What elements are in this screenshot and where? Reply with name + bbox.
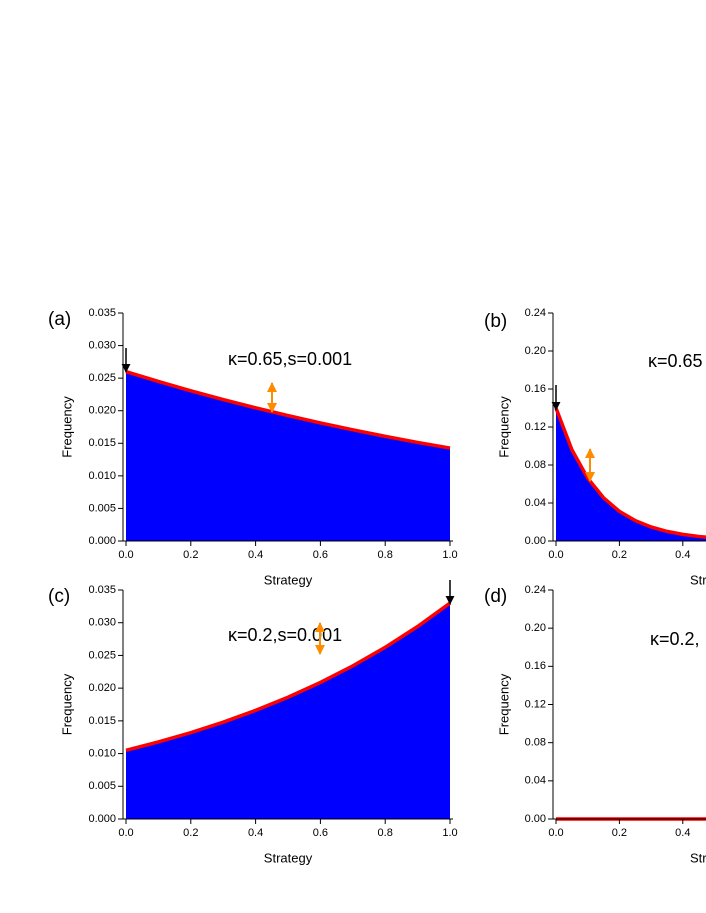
y-tick-label: 0.12: [525, 698, 546, 710]
x-tick-label: 0.6: [313, 549, 328, 561]
line: [125, 369, 451, 450]
x-tick-label: 0.0: [548, 827, 563, 839]
area: [556, 408, 706, 541]
x-tick-label: 0.6: [313, 827, 328, 839]
y-axis-title: Frequency: [59, 673, 74, 735]
y-tick-label: 0.20: [525, 622, 546, 634]
y-tick-label: 0.035: [88, 584, 116, 596]
panel-label: (a): [48, 309, 71, 330]
y-tick-label: 0.020: [88, 405, 116, 417]
x-axis-title: Str: [690, 850, 706, 865]
x-tick-label: 0.2: [183, 549, 198, 561]
area: [126, 371, 450, 541]
y-tick-label: 0.005: [88, 502, 116, 514]
x-tick-label: 0.4: [675, 827, 690, 839]
y-tick-label: 0.025: [88, 372, 116, 384]
y-tick-label: 0.020: [88, 682, 116, 694]
y-tick-label: 0.000: [88, 535, 116, 547]
x-tick-label: 0.0: [118, 549, 133, 561]
y-tick-label: 0.24: [525, 307, 546, 319]
y-tick-label: 0.010: [88, 747, 116, 759]
y-tick-label: 0.010: [88, 470, 116, 482]
x-tick-label: 0.4: [675, 549, 690, 561]
y-tick-label: 0.030: [88, 617, 116, 629]
y-tick-label: 0.16: [525, 660, 546, 672]
y-tick-label: 0.015: [88, 437, 116, 449]
annotation: κ=0.65,s=0.001: [228, 349, 352, 369]
y-tick-label: 0.20: [525, 345, 546, 357]
panel-label: (d): [484, 586, 507, 607]
y-axis-title: Frequency: [59, 396, 74, 458]
line: [125, 601, 452, 752]
annotation: κ=0.2,: [650, 629, 700, 649]
y-tick-label: 0.08: [525, 459, 546, 471]
x-tick-label: 0.8: [378, 827, 393, 839]
x-tick-label: 0.0: [118, 827, 133, 839]
x-axis-title: Strategy: [264, 850, 313, 865]
y-tick-label: 0.16: [525, 383, 546, 395]
line: [554, 407, 706, 539]
x-tick-label: 0.2: [183, 827, 198, 839]
y-tick-label: 0.030: [88, 339, 116, 351]
y-tick-label: 0.005: [88, 780, 116, 792]
x-axis-title: Str: [690, 572, 706, 587]
y-tick-label: 0.24: [525, 584, 546, 596]
x-tick-label: 1.0: [442, 549, 457, 561]
y-tick-label: 0.015: [88, 715, 116, 727]
y-tick-label: 0.04: [525, 775, 546, 787]
x-tick-label: 0.0: [548, 549, 563, 561]
x-axis-title: Strategy: [264, 572, 313, 587]
panel-label: (b): [484, 311, 507, 332]
x-tick-label: 0.2: [612, 827, 627, 839]
x-tick-label: 1.0: [442, 827, 457, 839]
y-tick-label: 0.04: [525, 497, 546, 509]
y-tick-label: 0.025: [88, 649, 116, 661]
y-axis-title: Frequency: [496, 673, 511, 735]
annotation: κ=0.65: [648, 351, 703, 371]
x-tick-label: 0.8: [378, 549, 393, 561]
y-tick-label: 0.00: [525, 813, 546, 825]
panel-label: (c): [48, 586, 70, 607]
y-tick-label: 0.12: [525, 421, 546, 433]
y-tick-label: 0.08: [525, 737, 546, 749]
y-tick-label: 0.035: [88, 307, 116, 319]
y-tick-label: 0.000: [88, 813, 116, 825]
y-tick-label: 0.00: [525, 535, 546, 547]
annotation: κ=0.2,s=0.001: [228, 625, 342, 645]
x-tick-label: 0.4: [248, 827, 263, 839]
x-tick-label: 0.4: [248, 549, 263, 561]
y-axis-title: Frequency: [496, 396, 511, 458]
x-tick-label: 0.2: [612, 549, 627, 561]
